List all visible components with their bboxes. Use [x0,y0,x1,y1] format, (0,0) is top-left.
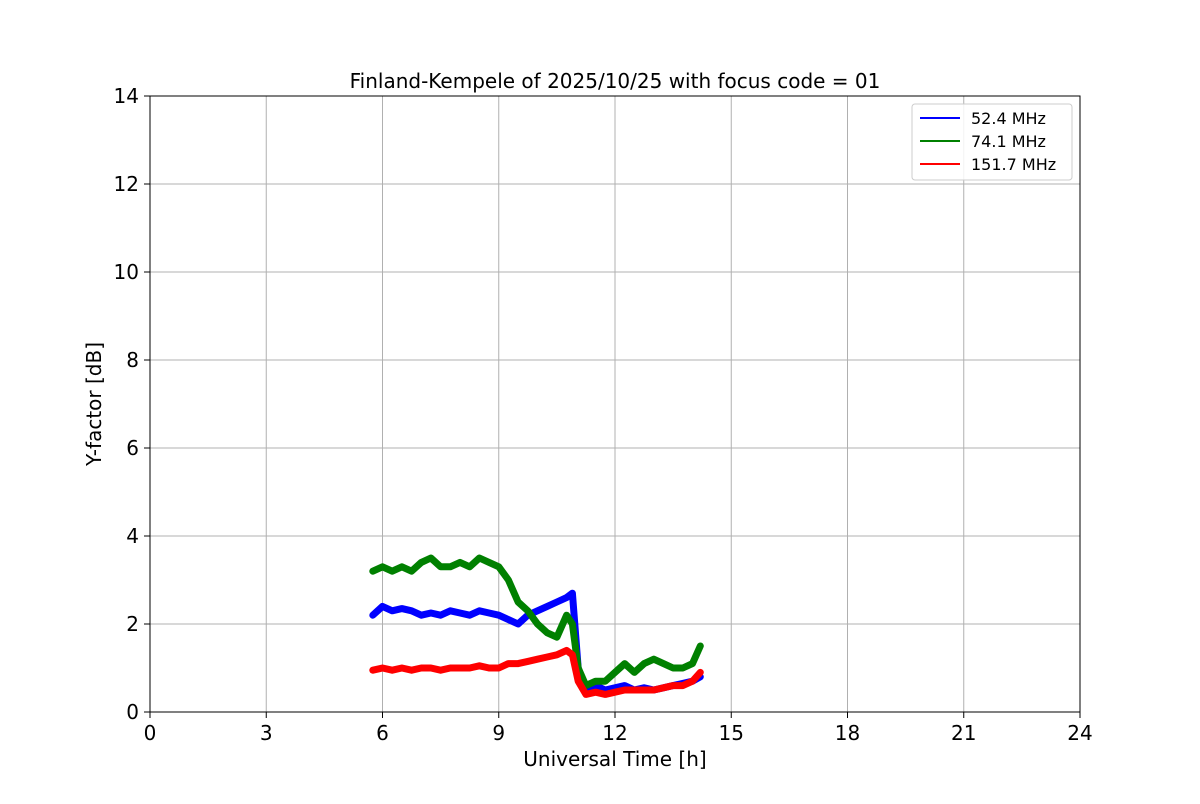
y-tick-label: 0 [126,700,139,724]
y-axis-label: Y-factor [dB] [82,342,106,467]
x-tick-label: 6 [376,721,389,745]
x-tick-label: 12 [602,721,627,745]
legend-label-1: 74.1 MHz [971,132,1046,151]
x-tick-label: 24 [1067,721,1092,745]
y-tick-label: 2 [126,612,139,636]
x-tick-label: 15 [719,721,744,745]
y-tick-label: 4 [126,524,139,548]
legend-label-0: 52.4 MHz [971,109,1046,128]
y-tick-label: 6 [126,436,139,460]
x-tick-label: 3 [260,721,273,745]
legend: 52.4 MHz 74.1 MHz 151.7 MHz [911,103,1073,181]
y-tick-label: 12 [114,172,139,196]
series-line-2 [369,646,704,698]
series-line-0 [369,589,704,694]
chart-title: Finland-Kempele of 2025/10/25 with focus… [350,69,881,93]
legend-box [911,103,1073,181]
grid-layer [149,95,1081,713]
series-layer [369,554,704,698]
x-tick-label: 0 [144,721,157,745]
x-tick-label: 21 [951,721,976,745]
y-tick-label: 8 [126,348,139,372]
x-axis-label: Universal Time [h] [523,747,706,771]
x-tick-label: 9 [492,721,505,745]
y-tick-label: 14 [114,84,139,108]
legend-label-2: 151.7 MHz [971,155,1056,174]
x-tick-label: 18 [835,721,860,745]
series-line-1 [369,554,704,690]
y-tick-label: 10 [114,260,139,284]
